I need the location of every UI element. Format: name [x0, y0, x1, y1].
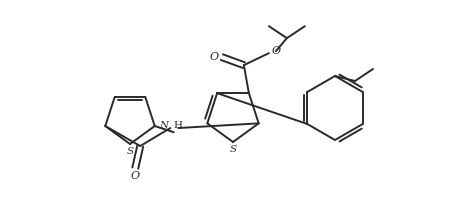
Text: S: S [229, 144, 237, 154]
Text: N: N [159, 121, 168, 130]
Text: S: S [126, 146, 133, 156]
Text: O: O [209, 52, 218, 62]
Text: O: O [131, 171, 140, 181]
Text: O: O [271, 46, 281, 56]
Text: H: H [173, 121, 182, 130]
